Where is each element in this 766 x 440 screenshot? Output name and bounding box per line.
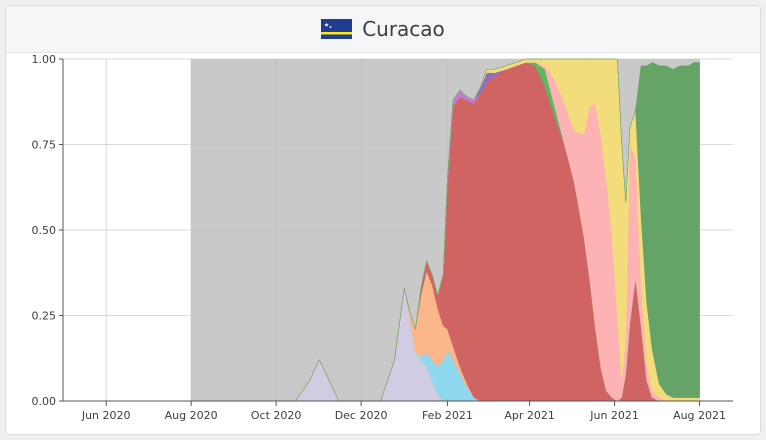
chart-title: Curacao	[362, 17, 445, 41]
x-tick-label-6: Jun 2021	[589, 409, 639, 422]
y-tick-label-3: 0.75	[32, 139, 57, 152]
x-tick-label-3: Dec 2020	[335, 409, 388, 422]
x-tick-label-7: Aug 2021	[673, 409, 726, 422]
x-tick-label-5: Apr 2021	[504, 409, 555, 422]
curacao-flag-icon	[321, 19, 353, 39]
y-tick-label-4: 1.00	[32, 53, 57, 66]
card-header: Curacao	[6, 6, 760, 53]
area-series-9	[295, 58, 700, 402]
y-tick-label-0: 0.00	[32, 395, 57, 408]
stacked-area-chart: 0.00 0.25 0.50 0.75 1.00 Jun 2020 Aug 2020 Oct …	[32, 53, 733, 422]
x-tick-label-1: Aug 2020	[165, 409, 218, 422]
y-tick-label-1: 0.25	[32, 310, 57, 323]
x-tick-label-4: Feb 2021	[422, 409, 473, 422]
x-tick-label-0: Jun 2020	[81, 409, 131, 422]
chart-card: Curacao 0.00 0.25 0.50 0.75 1.00 Jun 2020 Aug …	[5, 5, 761, 435]
y-tick-label-2: 0.50	[32, 224, 57, 237]
x-tick-label-2: Oct 2020	[251, 409, 302, 422]
